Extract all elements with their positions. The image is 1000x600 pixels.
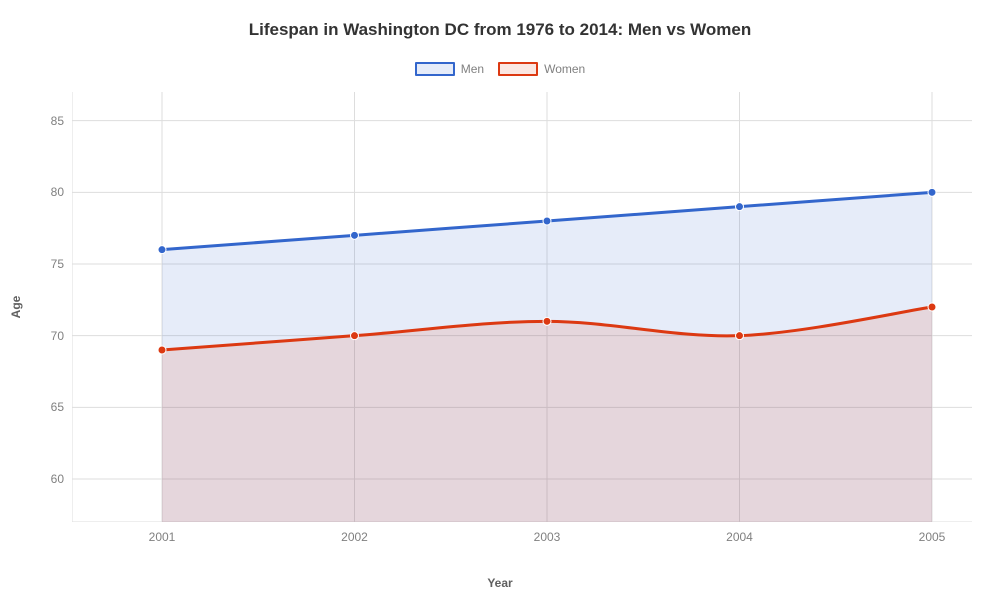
- chart-title: Lifespan in Washington DC from 1976 to 2…: [0, 20, 1000, 40]
- plot-svg: [72, 92, 972, 522]
- y-axis-label: Age: [9, 296, 23, 319]
- legend-swatch-men: [415, 62, 455, 76]
- y-tick-label: 70: [51, 329, 64, 343]
- x-tick-label: 2003: [534, 530, 561, 544]
- y-tick-label: 60: [51, 472, 64, 486]
- x-tick-label: 2002: [341, 530, 368, 544]
- legend-item-men[interactable]: Men: [415, 62, 484, 76]
- x-tick-label: 2004: [726, 530, 753, 544]
- x-axis-label: Year: [0, 576, 1000, 590]
- plot-area: 60657075808520012002200320042005: [72, 92, 972, 522]
- x-tick-label: 2005: [919, 530, 946, 544]
- legend: Men Women: [0, 62, 1000, 76]
- legend-swatch-women: [498, 62, 538, 76]
- y-tick-label: 80: [51, 185, 64, 199]
- chart-container: Lifespan in Washington DC from 1976 to 2…: [0, 0, 1000, 600]
- legend-item-women[interactable]: Women: [498, 62, 585, 76]
- y-tick-label: 75: [51, 257, 64, 271]
- x-tick-label: 2001: [149, 530, 176, 544]
- legend-label-women: Women: [544, 62, 585, 76]
- legend-label-men: Men: [461, 62, 484, 76]
- y-tick-label: 65: [51, 400, 64, 414]
- y-tick-label: 85: [51, 114, 64, 128]
